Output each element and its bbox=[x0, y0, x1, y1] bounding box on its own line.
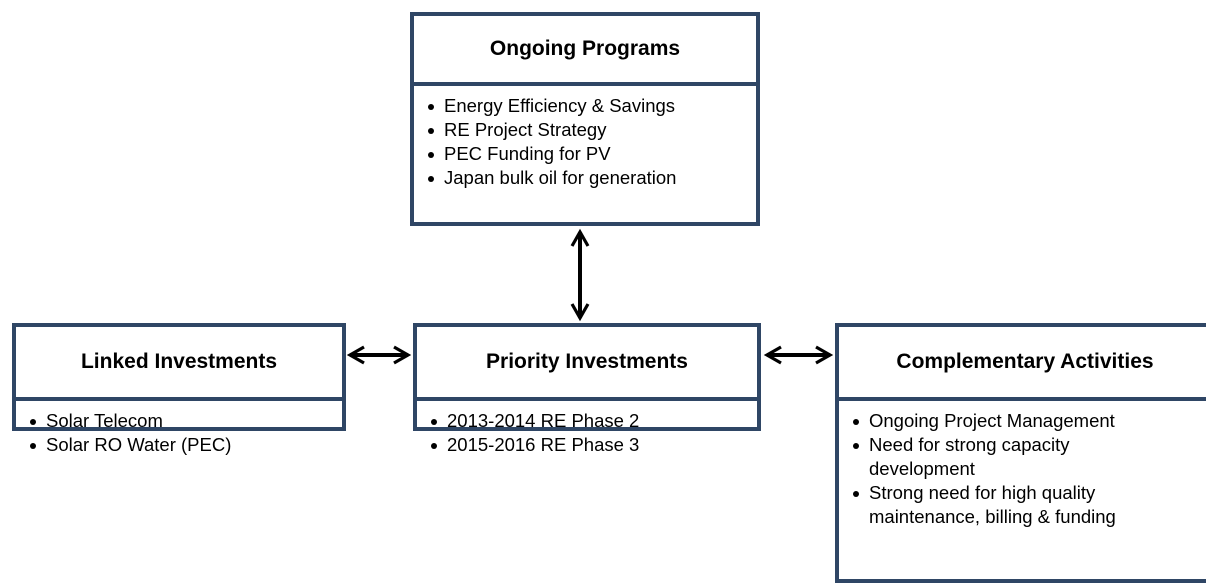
box-title: Ongoing Programs bbox=[414, 16, 756, 86]
box-title: Linked Investments bbox=[16, 327, 342, 401]
bullet-list: Energy Efficiency & Savings RE Project St… bbox=[414, 86, 756, 190]
bullet-text: 2015-2016 RE Phase 3 bbox=[447, 434, 640, 455]
bullet-item: 2015-2016 RE Phase 3 bbox=[429, 433, 751, 457]
bullet-item: PEC Funding for PV bbox=[426, 142, 750, 166]
box: Ongoing Programs Energy Efficiency & Savi… bbox=[410, 12, 760, 226]
bullet-text: Ongoing Project Management bbox=[869, 410, 1115, 431]
bullet-list: Ongoing Project Management Need for stron… bbox=[839, 401, 1206, 529]
bullet-item: RE Project Strategy bbox=[426, 118, 750, 142]
bullet-item: Japan bulk oil for generation bbox=[426, 166, 750, 190]
bullet-text: Need for strong capacity bbox=[869, 434, 1070, 455]
bullet-item: Ongoing Project Management bbox=[851, 409, 1205, 433]
bullet-item: 2013-2014 RE Phase 2 bbox=[429, 409, 751, 433]
bullet-item: Need for strong capacity development bbox=[851, 433, 1205, 481]
box: Linked Investments Solar Telecom Solar RO … bbox=[12, 323, 346, 455]
bullet-text: Solar Telecom bbox=[46, 410, 163, 431]
bullet-text: RE Project Strategy bbox=[444, 119, 607, 140]
bullet-text: maintenance, billing & funding bbox=[869, 506, 1116, 527]
diagram: {"boxes": [ {"title": "Ongoing Programs"… bbox=[12, 12, 1206, 583]
bullet-list: Solar Telecom Solar RO Water (PEC) bbox=[16, 401, 342, 457]
bullet-list: 2013-2014 RE Phase 2 2015-2016 RE Phase 3 bbox=[417, 401, 757, 457]
box-title: Complementary Activities bbox=[839, 327, 1206, 401]
bullet-text: Solar RO Water (PEC) bbox=[46, 434, 232, 455]
box: Priority Investments 2013-2014 RE Phase 2… bbox=[413, 323, 761, 455]
box-title: Priority Investments bbox=[417, 327, 757, 401]
box: Complementary Activities Ongoing Project … bbox=[835, 323, 1206, 583]
bullet-text: Strong need for high quality bbox=[869, 482, 1096, 503]
connectors bbox=[346, 228, 834, 365]
bullet-text: PEC Funding for PV bbox=[444, 143, 611, 164]
bullet-text: Energy Efficiency & Savings bbox=[444, 95, 676, 116]
bullet-item: Strong need for high quality maintenance,… bbox=[851, 481, 1205, 529]
bullet-text: development bbox=[869, 458, 975, 479]
bullet-text: 2013-2014 RE Phase 2 bbox=[447, 410, 640, 431]
bullet-item: Solar Telecom bbox=[28, 409, 336, 433]
bullet-item: Solar RO Water (PEC) bbox=[28, 433, 336, 457]
bullet-text: Japan bulk oil for generation bbox=[444, 167, 677, 188]
bullet-item: Energy Efficiency & Savings bbox=[426, 94, 750, 118]
